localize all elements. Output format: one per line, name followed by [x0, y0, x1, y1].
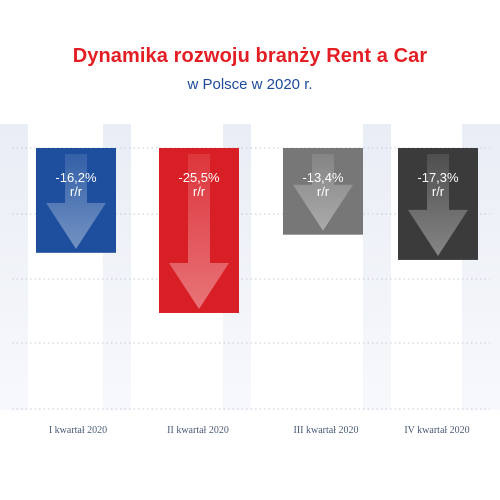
data-label: -13,4% — [302, 170, 344, 185]
bar-group — [36, 148, 116, 253]
category-label: IV kwartał 2020 — [404, 425, 469, 436]
bar-group — [159, 148, 239, 313]
data-unit-label: r/r — [193, 184, 206, 199]
arrow-down-icon — [169, 154, 229, 309]
background-stripe — [0, 124, 28, 410]
data-label: -17,3% — [417, 170, 459, 185]
category-label: III kwartał 2020 — [294, 425, 359, 436]
data-unit-label: r/r — [317, 184, 330, 199]
category-label: I kwartał 2020 — [49, 425, 107, 436]
bar-group — [398, 148, 478, 260]
background-stripe — [363, 124, 391, 410]
data-unit-label: r/r — [70, 184, 83, 199]
bar-group — [283, 148, 363, 235]
arrow-down-icon — [408, 154, 468, 256]
category-label: II kwartał 2020 — [167, 425, 229, 436]
chart-title: Dynamika rozwoju branży Rent a Car — [72, 45, 428, 67]
data-label: -16,2% — [55, 170, 97, 185]
arrow-down-icon — [293, 154, 353, 231]
data-unit-label: r/r — [432, 184, 445, 199]
arrow-down-icon — [46, 154, 106, 249]
chart-subtitle: w Polsce w 2020 r. — [187, 76, 313, 93]
data-label: -25,5% — [178, 170, 220, 185]
